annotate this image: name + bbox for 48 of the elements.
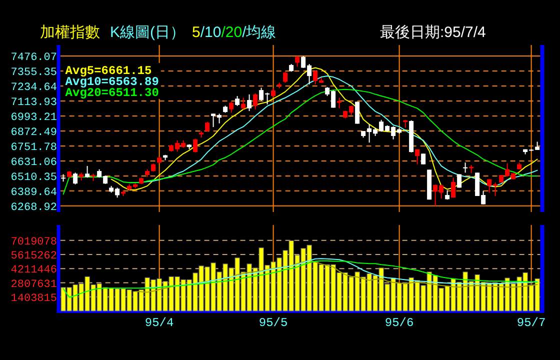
x-tick-label: 95/7	[516, 316, 546, 330]
candlestick	[253, 92, 258, 110]
x-tick-label: 95/6	[384, 316, 414, 330]
chart-subtitle: K線圖(日）	[110, 24, 185, 41]
y-tick-label: 1403815	[10, 292, 57, 305]
y-tick-label: 7355.35	[10, 67, 57, 80]
candlestick	[463, 162, 468, 174]
candlestick	[355, 101, 360, 124]
y-tick-label: 6510.35	[10, 172, 57, 184]
y-tick-label: 7113.93	[10, 97, 57, 110]
candlestick	[295, 56, 300, 68]
y-tick-label: 6268.92	[10, 202, 57, 214]
y-tick-label: 6751.78	[10, 142, 57, 154]
candlestick	[271, 88, 276, 98]
y-tick-label: 7234.64	[10, 82, 58, 94]
text: 最後日期:95/7/4	[380, 24, 486, 41]
y-tick-label: 6389.64	[10, 186, 58, 199]
candlestick	[85, 165, 90, 178]
text: Avg5=6661.15	[65, 64, 152, 78]
candlestick	[445, 190, 450, 200]
candlestick	[247, 94, 252, 112]
x-tick-label: 95/4	[144, 316, 174, 330]
y-tick-label: 6872.49	[10, 126, 57, 139]
candlestick	[205, 121, 210, 132]
line-series	[62, 260, 538, 298]
candlestick	[283, 71, 288, 84]
line-series	[62, 88, 538, 195]
y-tick-label: 6993.21	[10, 112, 58, 124]
y-tick-label: 7019078	[10, 236, 57, 248]
y-tick-label: 5615262	[10, 250, 57, 263]
candlestick	[451, 177, 456, 198]
candlestick	[421, 153, 426, 165]
candlestick	[193, 138, 198, 153]
candlestick	[73, 172, 78, 185]
line-series	[134, 260, 538, 293]
y-tick-label: 6631.06	[10, 156, 57, 169]
text: Avg20=6511.30	[65, 86, 159, 100]
y-tick-label: 4211446	[10, 264, 57, 277]
chart-title: 加權指數	[40, 24, 100, 41]
x-tick-label: 95/5	[258, 316, 288, 330]
candlestick	[229, 101, 234, 114]
candlestick	[241, 97, 246, 110]
text: Avg10=6563.89	[65, 75, 159, 89]
y-tick-label: 2807631	[10, 278, 58, 291]
text: 5/10/20/均線	[192, 24, 276, 41]
candlestick	[235, 96, 240, 106]
y-tick-label: 7476.07	[10, 52, 57, 64]
candlestick	[415, 148, 420, 165]
